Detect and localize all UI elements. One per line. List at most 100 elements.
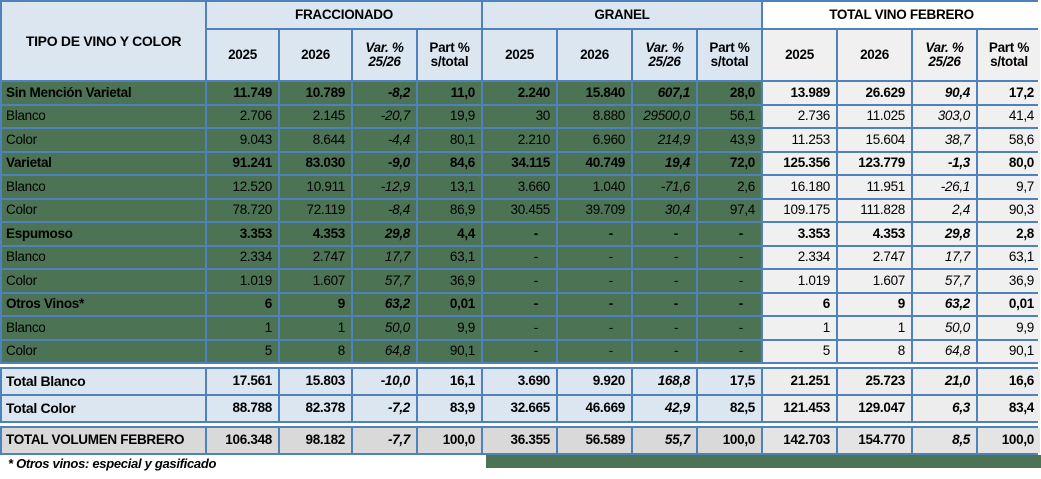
data-cell: 8 <box>838 340 911 362</box>
grand-total-cell: 106.348 <box>207 428 278 453</box>
data-cell: 15.604 <box>838 129 911 151</box>
grand-total-table: TOTAL VOLUMEN FEBRERO 106.348 98.182 -7,7 10… <box>0 426 1040 455</box>
data-cell: 50,0 <box>913 317 976 339</box>
data-cell: 86,9 <box>418 199 481 221</box>
data-cell: - <box>558 340 631 362</box>
data-cell: 83.030 <box>280 152 351 174</box>
row-label: Varietal <box>2 152 205 174</box>
data-cell: 58,6 <box>978 129 1040 151</box>
total-data-cell: 82.378 <box>280 396 351 421</box>
data-cell: - <box>558 317 631 339</box>
data-cell: 1.607 <box>280 270 351 292</box>
grand-total-cell: 100,0 <box>698 428 761 453</box>
data-cell: 4.353 <box>280 223 351 245</box>
data-cell: - <box>633 223 696 245</box>
total-data-cell: 168,8 <box>633 369 696 394</box>
data-cell: 111.828 <box>838 199 911 221</box>
data-cell: 2.145 <box>280 105 351 127</box>
data-cell: 2,6 <box>698 176 761 198</box>
data-cell: 4.353 <box>838 223 911 245</box>
row-label: Color <box>2 340 205 362</box>
wine-volume-table: TIPO DE VINO Y COLOR FRACCIONADO GRANEL … <box>0 0 1040 364</box>
data-cell: 1 <box>280 317 351 339</box>
data-cell: 30.455 <box>483 199 556 221</box>
row-label: Color <box>2 129 205 151</box>
total-data-cell: 17,5 <box>698 369 761 394</box>
data-cell: 90,1 <box>418 340 481 362</box>
total-col-header-part-pct: Part % s/total <box>978 30 1040 80</box>
data-cell: 56,1 <box>698 105 761 127</box>
total-data-cell: 25.723 <box>838 369 911 394</box>
data-cell: 97,4 <box>698 199 761 221</box>
data-cell: - <box>633 246 696 268</box>
data-cell: 2.747 <box>838 246 911 268</box>
data-cell: 17,2 <box>978 82 1040 104</box>
grand-total-cell: 154.770 <box>838 428 911 453</box>
data-cell: 15.840 <box>558 82 631 104</box>
total-data-cell: 46.669 <box>558 396 631 421</box>
total-data-cell: 9.920 <box>558 369 631 394</box>
total-data-cell: 21.251 <box>763 369 836 394</box>
row-label: Blanco <box>2 176 205 198</box>
data-cell: 9,9 <box>418 317 481 339</box>
granel-col-header-2025: 2025 <box>483 30 556 80</box>
data-cell: 63,2 <box>913 293 976 315</box>
data-cell: 39.709 <box>558 199 631 221</box>
data-cell: 9,7 <box>978 176 1040 198</box>
data-cell: 0,01 <box>418 293 481 315</box>
data-cell: 63,2 <box>353 293 416 315</box>
total-row-label: Total Color <box>2 396 205 421</box>
total-data-cell: 83,4 <box>978 396 1040 421</box>
data-cell: 29500,0 <box>633 105 696 127</box>
row-label: Blanco <box>2 246 205 268</box>
total-data-cell: 88.788 <box>207 396 278 421</box>
data-cell: 5 <box>207 340 278 362</box>
data-cell: 2.210 <box>483 129 556 151</box>
data-cell: 2.334 <box>207 246 278 268</box>
group-header-fraccionado: FRACCIONADO <box>207 2 481 28</box>
granel-col-header-part-pct: Part % s/total <box>698 30 761 80</box>
data-cell: -20,7 <box>353 105 416 127</box>
data-cell: 63,1 <box>418 246 481 268</box>
total-data-cell: 42,9 <box>633 396 696 421</box>
row-axis-header: TIPO DE VINO Y COLOR <box>2 2 205 80</box>
data-cell: 11.253 <box>763 129 836 151</box>
data-cell: 38,7 <box>913 129 976 151</box>
data-cell: 43,9 <box>698 129 761 151</box>
total-data-cell: -10,0 <box>353 369 416 394</box>
data-cell: - <box>558 270 631 292</box>
data-cell: - <box>698 270 761 292</box>
row-label: Blanco <box>2 105 205 127</box>
data-cell: 123.779 <box>838 152 911 174</box>
data-cell: 12.520 <box>207 176 278 198</box>
data-cell: 607,1 <box>633 82 696 104</box>
data-cell: 5 <box>763 340 836 362</box>
grand-total-cell: 98.182 <box>280 428 351 453</box>
data-cell: 10.911 <box>280 176 351 198</box>
data-cell: 8.880 <box>558 105 631 127</box>
data-cell: 90,4 <box>913 82 976 104</box>
data-cell: -8,4 <box>353 199 416 221</box>
group-header-total-vino-febrero: TOTAL VINO FEBRERO <box>763 2 1040 28</box>
total-data-cell: 16,1 <box>418 369 481 394</box>
data-cell: 3.660 <box>483 176 556 198</box>
total-data-cell: 17.561 <box>207 369 278 394</box>
grand-total-cell: 55,7 <box>633 428 696 453</box>
data-cell: 29,8 <box>913 223 976 245</box>
grand-total-cell: 100,0 <box>418 428 481 453</box>
row-label: Sin Mención Varietal <box>2 82 205 104</box>
data-cell: 11.749 <box>207 82 278 104</box>
data-cell: 13.989 <box>763 82 836 104</box>
total-row-label: Total Blanco <box>2 369 205 394</box>
data-cell: - <box>483 223 556 245</box>
data-cell: 90,1 <box>978 340 1040 362</box>
total-col-header-var-pct: Var. % 25/26 <box>913 30 976 80</box>
total-data-cell: 32.665 <box>483 396 556 421</box>
data-cell: - <box>558 246 631 268</box>
row-label: Color <box>2 199 205 221</box>
green-band-decoration <box>486 455 1041 468</box>
row-label: Blanco <box>2 317 205 339</box>
fraccionado-col-header-var-pct: Var. % 25/26 <box>353 30 416 80</box>
data-cell: 1.607 <box>838 270 911 292</box>
data-cell: 36,9 <box>418 270 481 292</box>
